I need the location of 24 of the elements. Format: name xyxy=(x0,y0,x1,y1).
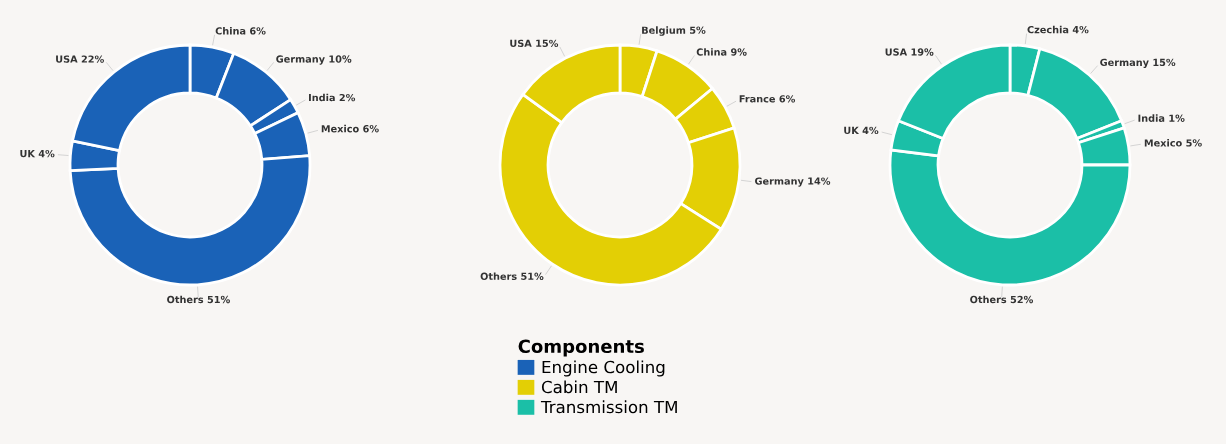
slice-label: Germany 15% xyxy=(1100,58,1176,68)
slice-label: India 2% xyxy=(309,93,356,102)
slice-label: UK 4% xyxy=(20,149,55,158)
slice-label: Others 51% xyxy=(480,272,544,280)
slice-label: France 6% xyxy=(739,95,796,103)
slice-label: China 6% xyxy=(215,27,266,35)
slice-label: Mexico 6% xyxy=(321,124,379,133)
legend-label: Transmission TM xyxy=(540,400,677,414)
slice-label: UK 4% xyxy=(844,126,879,135)
slice-label: India 1% xyxy=(1138,114,1185,122)
slice-label: USA 15% xyxy=(510,39,559,47)
slice-label: Mexico 5% xyxy=(1144,139,1202,147)
slice-label: Germany 10% xyxy=(276,55,352,65)
slice-label: Belgium 5% xyxy=(642,26,706,36)
slice-label: Czechia 4% xyxy=(1027,25,1089,34)
slice-label: Others 52% xyxy=(970,295,1034,304)
legend-label: Cabin TM xyxy=(541,380,617,394)
legend-label: Engine Cooling xyxy=(542,360,665,377)
slice-label: USA 22% xyxy=(56,55,104,63)
legend-title: Components xyxy=(518,339,644,357)
slice-label: Others 51% xyxy=(167,295,230,304)
slice-label: USA 19% xyxy=(885,48,934,56)
slice-label: China 9% xyxy=(696,48,747,56)
slice-label: Germany 14% xyxy=(755,177,831,187)
